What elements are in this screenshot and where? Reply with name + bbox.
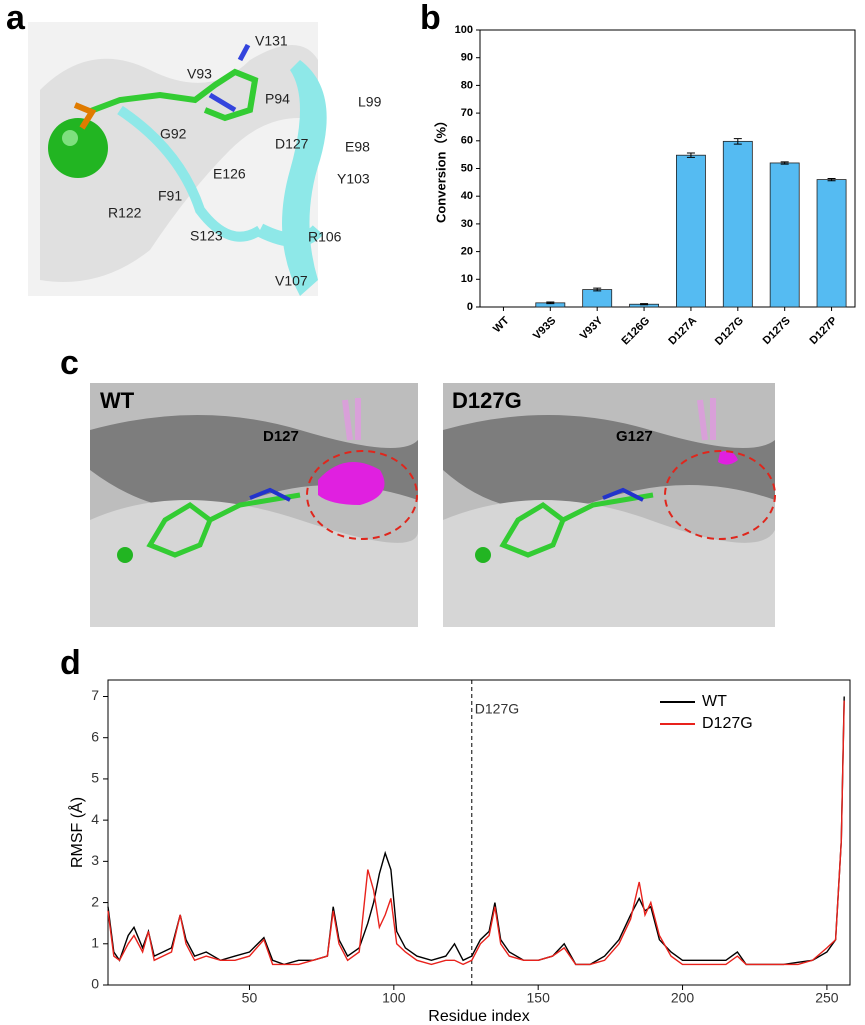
x-tick-label: 100 bbox=[382, 990, 406, 1006]
residue-label: R106 bbox=[308, 229, 342, 245]
annotation: D127G bbox=[475, 701, 519, 717]
y-tick-label: 4 bbox=[91, 811, 99, 827]
x-tick-label: D127S bbox=[761, 315, 793, 347]
x-tick-label: V93S bbox=[531, 315, 559, 343]
panel-label: a bbox=[6, 0, 26, 37]
residue-label: V107 bbox=[275, 273, 308, 289]
series-line bbox=[107, 696, 845, 966]
y-tick-label: 30 bbox=[461, 218, 473, 230]
x-tick-label: 200 bbox=[671, 990, 695, 1006]
y-tick-label: 90 bbox=[461, 52, 473, 64]
y-tick-label: 60 bbox=[461, 135, 473, 147]
y-tick-label: 80 bbox=[461, 79, 473, 91]
x-tick-label: WT bbox=[491, 314, 512, 335]
x-tick-label: V93Y bbox=[578, 314, 606, 342]
residue-label: L99 bbox=[358, 94, 382, 110]
residue-label: E126 bbox=[213, 166, 246, 182]
panel-label: c bbox=[60, 344, 79, 382]
plot-frame bbox=[107, 679, 851, 986]
bar bbox=[582, 289, 613, 308]
error-bar bbox=[640, 303, 649, 306]
panel-title: D127G bbox=[452, 388, 522, 413]
x-tick-label: E126G bbox=[620, 315, 653, 348]
y-tick-label: 1 bbox=[91, 934, 99, 950]
x-tick-label: D127P bbox=[807, 315, 839, 347]
residue-label: D127 bbox=[275, 136, 309, 152]
x-tick-label: D127G bbox=[713, 315, 746, 348]
bar bbox=[676, 154, 706, 308]
residue-label: D127 bbox=[263, 428, 299, 445]
y-tick-label: 5 bbox=[91, 770, 99, 786]
error-bar bbox=[546, 301, 555, 305]
error-bar bbox=[827, 177, 836, 182]
residue-label: Y103 bbox=[337, 171, 370, 187]
y-tick-label: 0 bbox=[91, 976, 99, 992]
y-tick-label: 3 bbox=[91, 852, 99, 868]
residue-label: G92 bbox=[160, 126, 187, 142]
residue-label: V131 bbox=[255, 33, 288, 49]
y-axis-label: RMSF (Å) bbox=[67, 797, 86, 868]
bar bbox=[816, 179, 847, 308]
y-tick-label: 7 bbox=[91, 687, 99, 703]
bar bbox=[769, 162, 800, 308]
y-tick-label: 6 bbox=[91, 728, 99, 744]
x-tick-label: 150 bbox=[527, 990, 551, 1006]
structure-a bbox=[28, 22, 327, 296]
surface-mutant: D127G G127 bbox=[443, 383, 776, 627]
residue-label: P94 bbox=[265, 91, 290, 107]
error-bar bbox=[593, 287, 602, 292]
residue-label: V93 bbox=[187, 66, 212, 82]
legend-label: WT bbox=[702, 693, 727, 710]
panel-label: b bbox=[420, 0, 441, 37]
panel-label: d bbox=[60, 644, 81, 682]
y-tick-label: 70 bbox=[461, 107, 473, 119]
x-tick-label: 250 bbox=[815, 990, 839, 1006]
error-bar bbox=[733, 138, 742, 145]
y-tick-label: 20 bbox=[461, 246, 473, 258]
residue-label: G127 bbox=[616, 428, 653, 445]
y-tick-label: 10 bbox=[461, 273, 473, 285]
residue-label: S123 bbox=[190, 228, 223, 244]
y-tick-label: 0 bbox=[467, 301, 473, 313]
x-tick-label: D127A bbox=[666, 315, 699, 348]
x-axis-label: Residue index bbox=[428, 1008, 529, 1025]
y-tick-label: 100 bbox=[455, 24, 473, 36]
residue-label: E98 bbox=[345, 139, 370, 155]
series-line bbox=[107, 700, 845, 966]
error-bar bbox=[686, 152, 695, 158]
y-axis-label: Conversion（%） bbox=[433, 114, 448, 223]
y-tick-label: 50 bbox=[461, 162, 473, 174]
residue-labels: V93 V131 P94 L99 G92 D127 E98 E126 Y103 … bbox=[108, 33, 382, 289]
legend-label: D127G bbox=[702, 715, 753, 732]
y-tick-label: 40 bbox=[461, 190, 473, 202]
residue-label: R122 bbox=[108, 205, 142, 221]
surface-wt: WT D127 bbox=[90, 383, 419, 627]
bar bbox=[722, 140, 753, 308]
x-tick-label: 50 bbox=[242, 990, 258, 1006]
panel-title: WT bbox=[100, 388, 135, 413]
error-bar bbox=[780, 161, 789, 165]
y-tick-label: 2 bbox=[91, 893, 99, 909]
residue-label: F91 bbox=[158, 188, 182, 204]
